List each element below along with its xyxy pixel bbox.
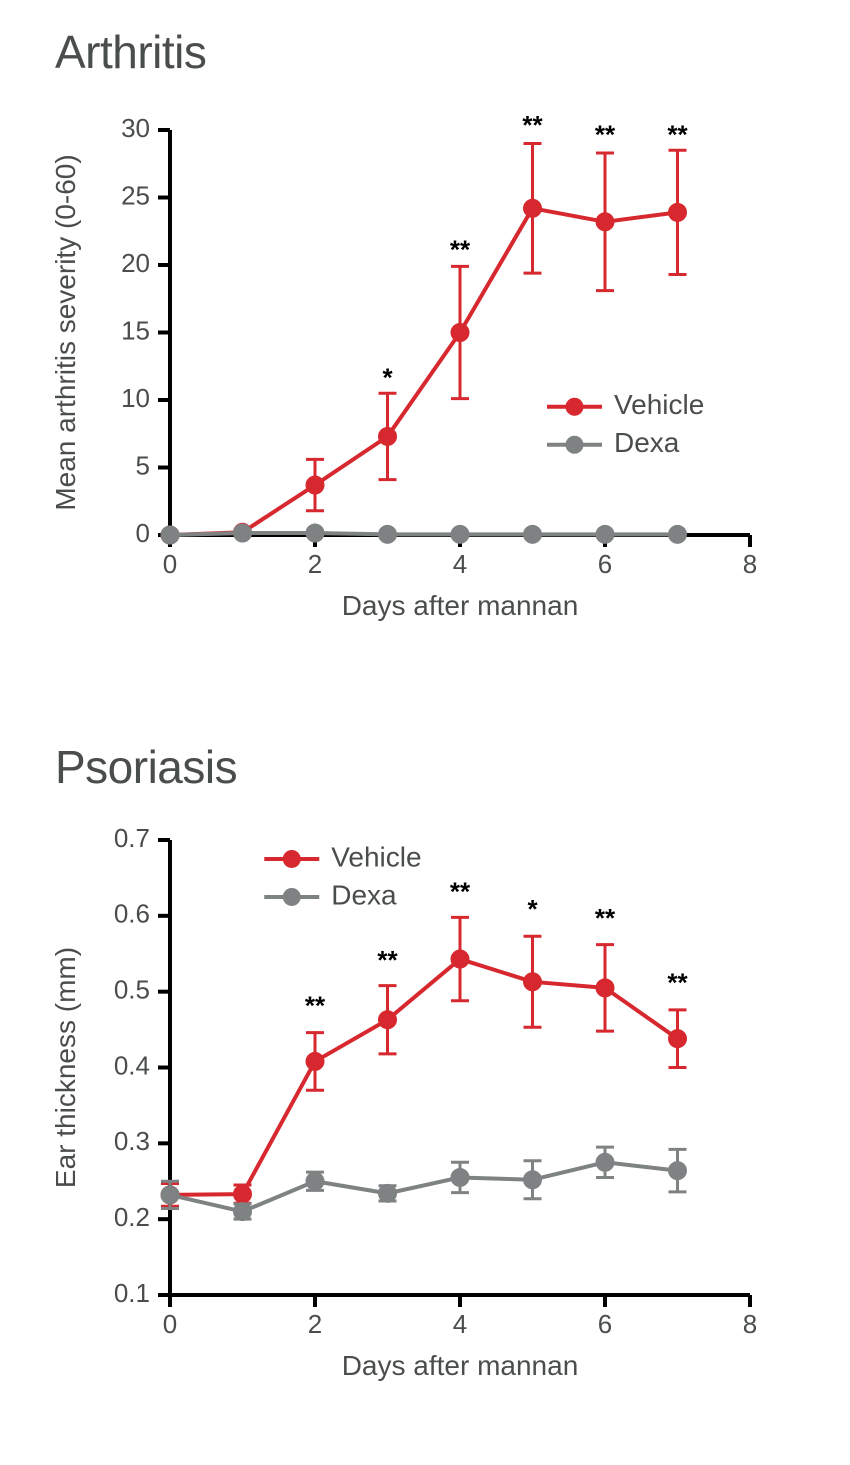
- panel-b-title: Psoriasis: [55, 740, 237, 794]
- x-tick-label: 2: [308, 1309, 322, 1339]
- y-tick-label: 0.6: [114, 899, 150, 929]
- y-tick-label: 0.5: [114, 975, 150, 1005]
- series-marker: [161, 1186, 179, 1204]
- y-tick-label: 0.2: [114, 1202, 150, 1232]
- series-marker: [524, 525, 542, 543]
- y-axis-label: Ear thickness (mm): [50, 947, 81, 1188]
- significance-marker: **: [595, 120, 616, 150]
- significance-marker: **: [305, 990, 326, 1020]
- significance-marker: **: [667, 968, 688, 998]
- series-marker: [524, 973, 542, 991]
- significance-marker: **: [450, 877, 471, 907]
- significance-marker: **: [595, 903, 616, 933]
- series-marker: [379, 427, 397, 445]
- legend-label: Dexa: [614, 427, 680, 458]
- series-marker: [306, 1172, 324, 1190]
- series-marker: [306, 476, 324, 494]
- series-marker: [234, 1185, 252, 1203]
- charts-canvas: 05101520253002468Days after mannanMean a…: [0, 0, 850, 1465]
- legend-label: Dexa: [331, 879, 397, 910]
- x-tick-label: 0: [163, 1309, 177, 1339]
- x-axis-label: Days after mannan: [342, 1350, 579, 1381]
- series-marker: [596, 1153, 614, 1171]
- significance-marker: *: [382, 363, 393, 393]
- y-tick-label: 10: [121, 383, 150, 413]
- series-marker: [379, 1184, 397, 1202]
- series-marker: [306, 524, 324, 542]
- series-marker: [451, 525, 469, 543]
- significance-marker: **: [667, 120, 688, 150]
- legend-label: Vehicle: [331, 841, 421, 872]
- significance-marker: **: [377, 945, 398, 975]
- significance-marker: **: [522, 110, 543, 140]
- series-marker: [161, 526, 179, 544]
- series-marker: [524, 1171, 542, 1189]
- x-tick-label: 2: [308, 549, 322, 579]
- y-tick-label: 30: [121, 113, 150, 143]
- series-marker: [451, 1168, 469, 1186]
- series-marker: [669, 525, 687, 543]
- series-marker: [596, 979, 614, 997]
- y-tick-label: 15: [121, 315, 150, 345]
- series-marker: [234, 524, 252, 542]
- significance-marker: **: [450, 234, 471, 264]
- y-tick-label: 25: [121, 180, 150, 210]
- x-tick-label: 0: [163, 549, 177, 579]
- x-tick-label: 8: [743, 549, 757, 579]
- y-tick-label: 5: [136, 450, 150, 480]
- x-tick-label: 6: [598, 549, 612, 579]
- significance-marker: *: [527, 894, 538, 924]
- y-tick-label: 0.1: [114, 1278, 150, 1308]
- series-marker: [596, 525, 614, 543]
- legend-marker: [283, 850, 301, 868]
- x-tick-label: 4: [453, 1309, 467, 1339]
- y-tick-label: 0.7: [114, 823, 150, 853]
- series-marker: [451, 950, 469, 968]
- series-marker: [669, 1162, 687, 1180]
- legend-marker: [566, 436, 584, 454]
- y-tick-label: 20: [121, 248, 150, 278]
- series-marker: [524, 199, 542, 217]
- x-tick-label: 4: [453, 549, 467, 579]
- series-marker: [306, 1052, 324, 1070]
- series-marker: [596, 213, 614, 231]
- series-marker: [234, 1203, 252, 1221]
- x-axis-label: Days after mannan: [342, 590, 579, 621]
- y-axis-label: Mean arthritis severity (0-60): [50, 154, 81, 510]
- series-marker: [451, 324, 469, 342]
- panel-a-title: Arthritis: [55, 25, 206, 79]
- page: Arthritis Psoriasis 05101520253002468Day…: [0, 0, 850, 1465]
- series-marker: [669, 1030, 687, 1048]
- legend-marker: [566, 398, 584, 416]
- legend-label: Vehicle: [614, 389, 704, 420]
- x-tick-label: 6: [598, 1309, 612, 1339]
- legend-marker: [283, 888, 301, 906]
- y-tick-label: 0.3: [114, 1126, 150, 1156]
- y-tick-label: 0: [136, 518, 150, 548]
- series-marker: [379, 525, 397, 543]
- x-tick-label: 8: [743, 1309, 757, 1339]
- series-marker: [669, 203, 687, 221]
- series-marker: [379, 1011, 397, 1029]
- y-tick-label: 0.4: [114, 1050, 150, 1080]
- series-line: [170, 208, 678, 535]
